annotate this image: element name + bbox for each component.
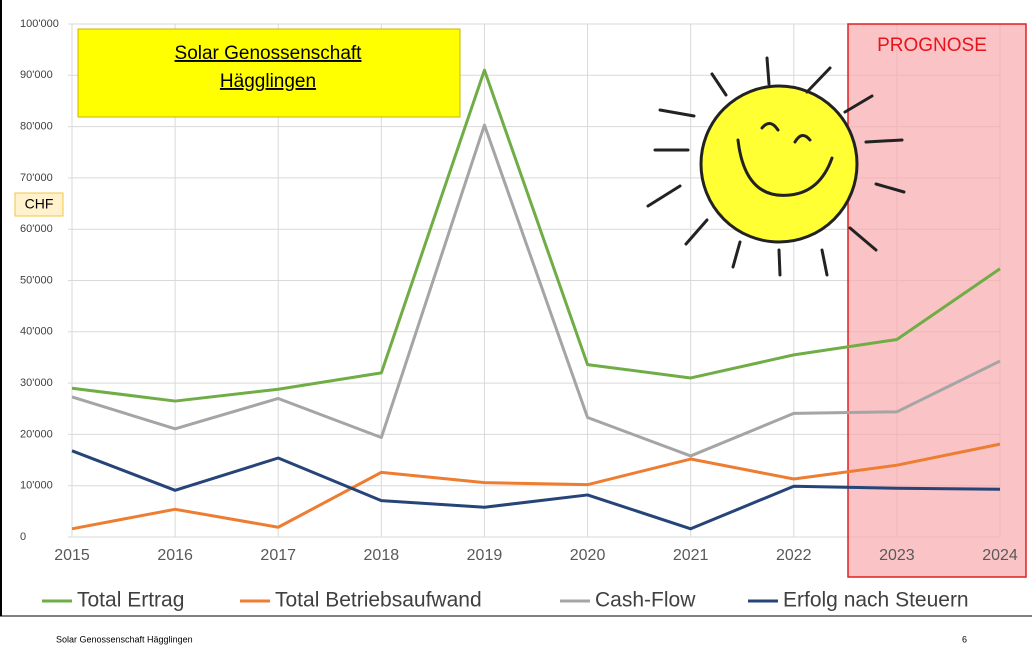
x-tick-label: 2020 — [570, 547, 606, 564]
y-axis-label: CHF — [25, 196, 54, 212]
footer-text: Solar Genossenschaft Hägglingen — [56, 634, 193, 644]
y-tick-label: 40'000 — [20, 326, 53, 338]
legend-label: Cash-Flow — [595, 589, 696, 612]
x-tick-label: 2016 — [157, 547, 193, 564]
y-tick-label: 30'000 — [20, 377, 53, 389]
y-tick-label: 70'000 — [20, 172, 53, 184]
y-tick-label: 60'000 — [20, 223, 53, 235]
x-tick-label: 2019 — [467, 547, 503, 564]
y-tick-label: 80'000 — [20, 121, 53, 133]
forecast-label: PROGNOSE — [877, 35, 987, 56]
x-tick-label: 2015 — [54, 547, 90, 564]
x-tick-label: 2021 — [673, 547, 709, 564]
page-number: 6 — [962, 634, 967, 644]
legend-label: Total Ertrag — [77, 589, 184, 612]
y-tick-label: 0 — [20, 531, 26, 543]
chart-title: Hägglingen — [220, 71, 316, 92]
y-tick-label: 10'000 — [20, 480, 53, 492]
x-tick-label: 2023 — [879, 547, 915, 564]
x-tick-label: 2017 — [260, 547, 296, 564]
x-tick-label: 2022 — [776, 547, 812, 564]
legend-label: Erfolg nach Steuern — [783, 589, 969, 612]
x-tick-label: 2018 — [364, 547, 400, 564]
forecast-region — [848, 24, 1026, 577]
x-tick-label: 2024 — [982, 547, 1018, 564]
chart-title: Solar Genossenschaft — [175, 43, 363, 64]
y-tick-label: 90'000 — [20, 69, 53, 81]
legend-label: Total Betriebsaufwand — [275, 589, 482, 612]
slide: PROGNOSE Solar Genossenschaft Hägglingen… — [0, 0, 1032, 660]
y-tick-label: 50'000 — [20, 274, 53, 286]
y-tick-label: 100'000 — [20, 18, 59, 30]
y-tick-label: 20'000 — [20, 428, 53, 440]
